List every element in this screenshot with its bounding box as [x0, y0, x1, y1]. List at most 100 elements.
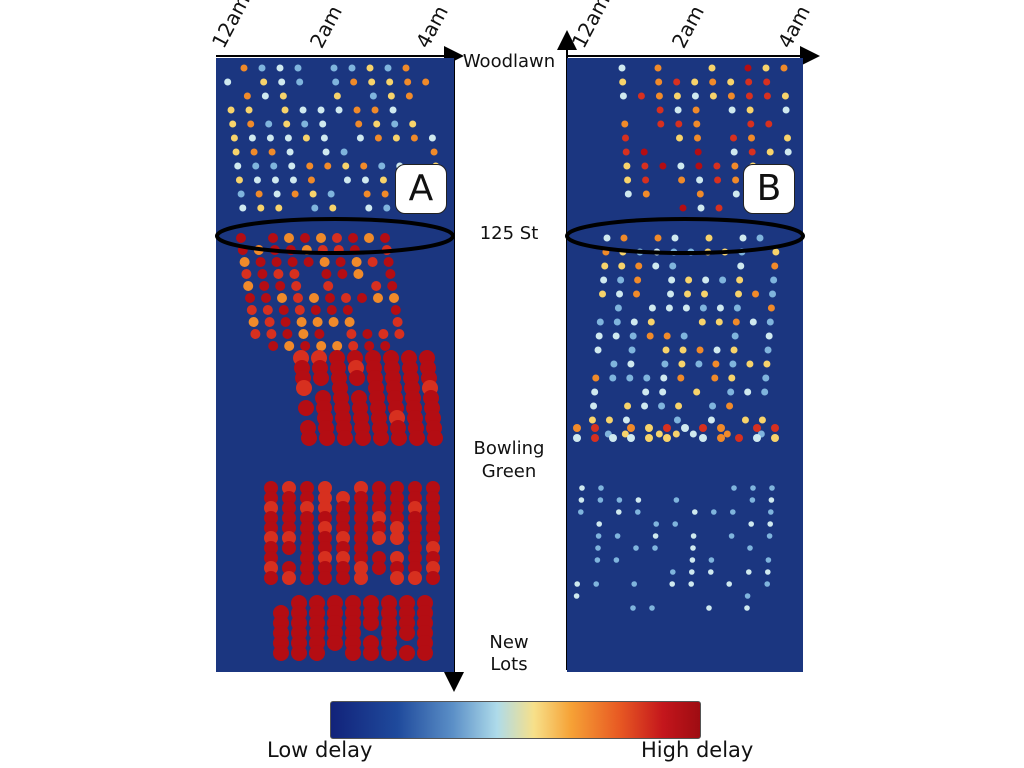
delay-dot: [317, 106, 325, 114]
delay-dot: [770, 276, 778, 284]
delay-dot: [369, 92, 377, 100]
delay-dot: [333, 92, 341, 100]
delay-dot: [693, 388, 701, 396]
delay-dot: [362, 329, 373, 339]
delay-dot: [707, 416, 715, 424]
delay-dot: [748, 148, 756, 156]
delay-dot: [756, 234, 764, 242]
delay-dot: [735, 290, 743, 298]
delay-dot: [735, 434, 743, 442]
delay-dot: [717, 434, 725, 442]
delay-dot: [282, 481, 296, 495]
delay-dot: [286, 148, 294, 156]
delay-dot: [273, 645, 289, 661]
delay-dot: [333, 245, 344, 255]
delay-dot: [672, 430, 680, 438]
delay-dot: [618, 262, 626, 270]
delay-dot: [390, 511, 404, 525]
delay-dot: [588, 416, 596, 424]
delay-dot: [767, 521, 773, 527]
delay-dot: [366, 64, 374, 72]
delay-dot: [385, 269, 396, 279]
delay-dot: [417, 645, 433, 661]
delay-dot: [354, 541, 368, 555]
delay-dot: [620, 234, 628, 242]
delay-dot: [354, 511, 368, 525]
delay-dot: [282, 521, 296, 535]
delay-dot: [368, 78, 376, 86]
delay-dot: [342, 305, 353, 315]
delay-dot: [294, 64, 302, 72]
delay-dot: [348, 64, 356, 72]
delay-dot: [730, 134, 737, 142]
delay-dot: [730, 346, 738, 354]
delay-dot: [300, 511, 314, 525]
delay-dot: [653, 521, 659, 527]
delay-dot: [768, 497, 775, 503]
delay-dot: [307, 176, 315, 184]
delay-dot: [273, 190, 281, 198]
delay-dot: [262, 305, 273, 315]
delay-dot: [708, 64, 716, 72]
delay-dot: [426, 561, 440, 575]
delay-dot: [392, 317, 403, 327]
delay-dot: [573, 434, 581, 442]
delay-dot: [426, 491, 440, 505]
delay-dot: [224, 78, 232, 86]
delay-dot: [374, 134, 382, 142]
delay-dot: [372, 491, 386, 505]
delay-dot: [341, 293, 351, 303]
delay-dot: [390, 305, 401, 315]
delay-dot: [699, 304, 707, 312]
delay-dot: [643, 374, 651, 382]
delay-dot: [732, 318, 740, 326]
delay-dot: [391, 430, 407, 446]
delay-dot: [240, 64, 248, 72]
delay-dot: [299, 106, 307, 114]
delay-dot: [276, 64, 284, 72]
delay-dot: [767, 304, 775, 312]
delay-dot: [364, 341, 375, 351]
delay-dot: [712, 360, 720, 368]
delay-dot: [380, 233, 390, 243]
delay-dot: [609, 374, 617, 382]
delay-dot: [673, 92, 681, 100]
delay-dot: [677, 162, 685, 170]
delay-dot: [380, 341, 391, 351]
delay-dot: [690, 545, 696, 551]
delay-dot: [363, 645, 379, 661]
delay-dot: [618, 64, 626, 72]
delay-dot: [623, 162, 631, 170]
delay-dot: [250, 329, 261, 339]
delay-dot: [372, 561, 386, 575]
delay-dot: [269, 245, 280, 255]
delay-dot: [668, 276, 676, 284]
delay-dot: [769, 290, 777, 298]
delay-dot: [336, 521, 350, 535]
delay-dot: [784, 148, 792, 156]
delay-dot: [654, 64, 662, 72]
delay-dot: [282, 541, 296, 555]
delay-dot: [753, 424, 761, 432]
delay-dot: [314, 329, 325, 339]
delay-dot: [732, 190, 740, 198]
delay-dot: [426, 511, 440, 525]
delay-dot: [673, 497, 680, 503]
delay-dot: [727, 388, 735, 396]
delay-dot: [379, 176, 387, 184]
delay-dot: [318, 481, 332, 495]
delay-dot: [763, 92, 771, 100]
delay-dot: [723, 430, 731, 438]
delay-dot: [692, 509, 698, 515]
delay-dot: [326, 305, 337, 315]
delay-dot: [361, 176, 369, 184]
delay-dot: [619, 248, 627, 256]
delay-dot: [270, 162, 278, 170]
delay-dot: [350, 78, 358, 86]
delay-dot: [672, 521, 678, 527]
delay-dot: [573, 424, 581, 432]
delay-dot: [674, 106, 682, 114]
delay-dot: [241, 269, 252, 279]
delay-dot: [762, 64, 770, 72]
delay-dot: [353, 269, 364, 279]
